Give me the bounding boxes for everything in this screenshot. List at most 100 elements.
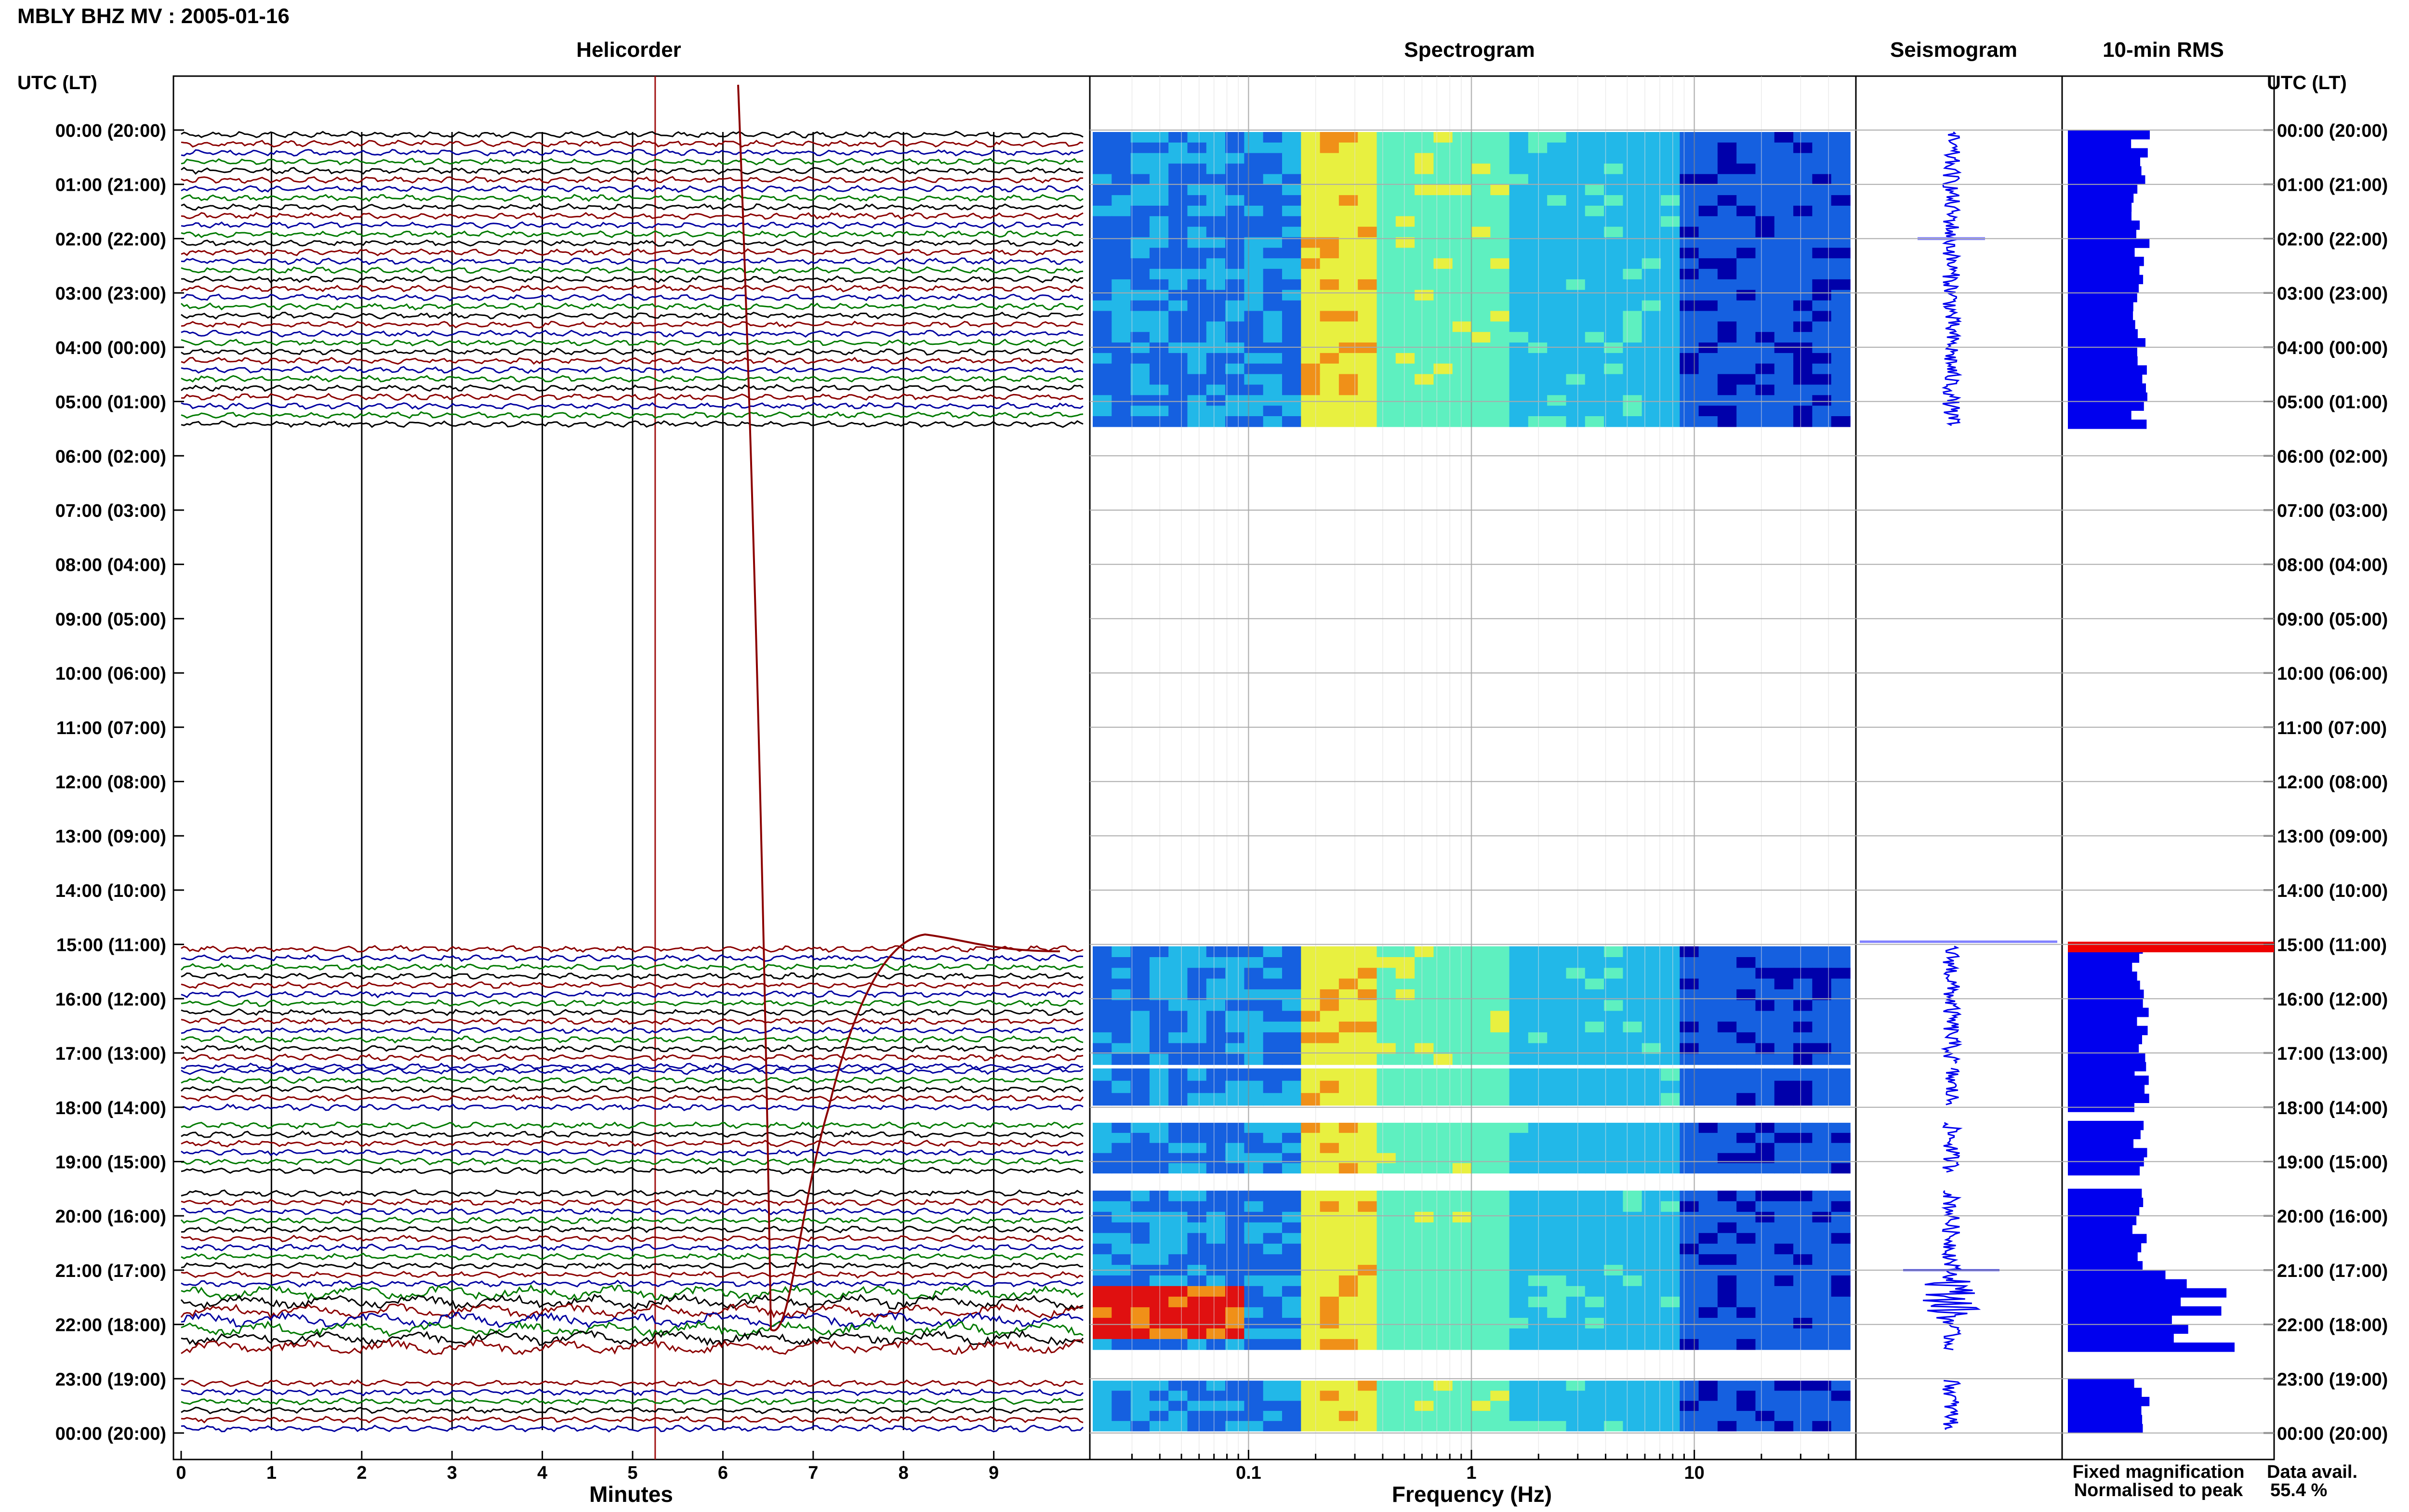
spectrogram-cell (1623, 311, 1642, 322)
spectrogram-cell (1377, 1339, 1396, 1350)
spectrogram-cell (1244, 1201, 1264, 1212)
spectrogram-cell (1698, 174, 1718, 185)
spectrogram-cell (1433, 989, 1453, 1000)
spectrogram-cell (1831, 1080, 1851, 1093)
spectrogram-cell (1395, 1411, 1415, 1421)
spectrogram-cell (1623, 132, 1642, 143)
spectrogram-cell (1490, 968, 1510, 979)
spectrogram-cell (1528, 1043, 1548, 1054)
spectrogram-cell (1528, 142, 1548, 154)
spectrogram-cell (1509, 1032, 1529, 1044)
spectrogram-cell (1698, 279, 1718, 290)
spectrogram-cell (1623, 1143, 1642, 1154)
spectrogram-cell (1149, 332, 1169, 343)
spectrogram-cell (1093, 363, 1112, 375)
spectrogram-cell (1452, 1339, 1472, 1350)
spectrogram-cell (1415, 1153, 1434, 1164)
spectrogram-cell (1717, 132, 1737, 143)
spectrogram-cell (1680, 353, 1699, 364)
spectrogram-cell (1774, 289, 1794, 301)
spectrogram-cell (1717, 384, 1737, 395)
spectrogram-cell (1755, 1254, 1775, 1265)
spectrogram-cell (1320, 321, 1339, 332)
spectrogram-cell (1282, 1391, 1302, 1401)
spectrogram-cell (1377, 321, 1396, 332)
spectrogram-cell (1755, 332, 1775, 343)
spectrogram-cell (1471, 132, 1491, 143)
spectrogram-cell (1566, 1339, 1586, 1350)
spectrogram-cell (1130, 311, 1150, 322)
spectrogram-cell (1187, 248, 1207, 259)
spectrogram-cell (1585, 1307, 1604, 1318)
spectrogram-cell (1755, 216, 1775, 227)
spectrogram-cell (1130, 395, 1150, 406)
spectrogram-cell (1377, 342, 1396, 354)
frequency-tick-label: 10 (1684, 1463, 1704, 1483)
spectrogram-cell (1585, 1286, 1604, 1297)
spectrogram-cell (1263, 1381, 1283, 1391)
spectrogram-cell (1187, 1339, 1207, 1350)
spectrogram-cell (1130, 384, 1150, 395)
spectrogram-cell (1377, 237, 1396, 248)
spectrogram-cell (1812, 1307, 1832, 1318)
spectrogram-cell (1641, 1307, 1661, 1318)
hour-label-left: 21:00 (17:00) (55, 1261, 166, 1281)
spectrogram-cell (1812, 321, 1832, 332)
spectrogram-cell (1755, 1093, 1775, 1106)
spectrogram-cell (1585, 978, 1604, 990)
spectrogram-cell (1263, 1080, 1283, 1093)
helicorder-trace (181, 311, 1084, 320)
spectrogram-cell (1358, 1275, 1377, 1287)
spectrogram-cell (1812, 1211, 1832, 1223)
rms-bar (2068, 1026, 2148, 1036)
spectrogram-cell (1263, 374, 1283, 385)
spectrogram-cell (1585, 363, 1604, 375)
spectrogram-cell (1755, 132, 1775, 143)
spectrogram-cell (1812, 142, 1832, 154)
spectrogram-cell (1093, 946, 1112, 958)
spectrogram-cell (1452, 1080, 1472, 1093)
spectrogram-cell (1168, 1296, 1188, 1308)
spectrogram-cell (1623, 342, 1642, 354)
spectrogram-cell (1263, 384, 1283, 395)
spectrogram-cell (1149, 174, 1169, 185)
spectrogram-cell (1395, 946, 1415, 958)
spectrogram-cell (1433, 395, 1453, 406)
spectrogram-cell (1358, 332, 1377, 343)
spectrogram-cell (1566, 184, 1586, 196)
spectrogram-cell (1433, 1233, 1453, 1244)
spectrogram-cell (1774, 332, 1794, 343)
spectrogram-cell (1698, 153, 1718, 164)
spectrogram-cell (1774, 321, 1794, 332)
spectrogram-cell (1698, 332, 1718, 343)
spectrogram-cell (1736, 1021, 1756, 1033)
spectrogram-cell (1661, 1296, 1681, 1308)
spectrogram-cell (1661, 989, 1681, 1000)
hour-label-right: 12:00 (08:00) (2277, 773, 2388, 793)
spectrogram-cell (1831, 1122, 1851, 1133)
spectrogram-cell (1604, 1391, 1624, 1401)
spectrogram-cell (1452, 1190, 1472, 1202)
spectrogram-cell (1377, 216, 1396, 227)
spectrogram-cell (1812, 1032, 1832, 1044)
spectrogram-cell (1320, 174, 1339, 185)
spectrogram-cell (1528, 1411, 1548, 1421)
helicorder-trace (181, 1167, 1084, 1175)
spectrogram-cell (1471, 332, 1491, 343)
spectrogram-cell (1452, 226, 1472, 238)
spectrogram-cell (1755, 226, 1775, 238)
spectrogram-cell (1812, 1296, 1832, 1308)
spectrogram-cell (1641, 269, 1661, 280)
spectrogram-cell (1509, 142, 1529, 154)
spectrogram-cell (1377, 946, 1396, 958)
spectrogram-cell (1774, 226, 1794, 238)
spectrogram-cell (1528, 300, 1548, 312)
spectrogram-cell (1415, 1254, 1434, 1265)
spectrogram-cell (1755, 1339, 1775, 1350)
spectrogram-cell (1206, 374, 1226, 385)
spectrogram-cell (1698, 395, 1718, 406)
spectrogram-cell (1338, 968, 1358, 979)
spectrogram-cell (1661, 195, 1681, 206)
spectrogram-cell (1471, 1093, 1491, 1106)
spectrogram-cell (1812, 1043, 1832, 1054)
